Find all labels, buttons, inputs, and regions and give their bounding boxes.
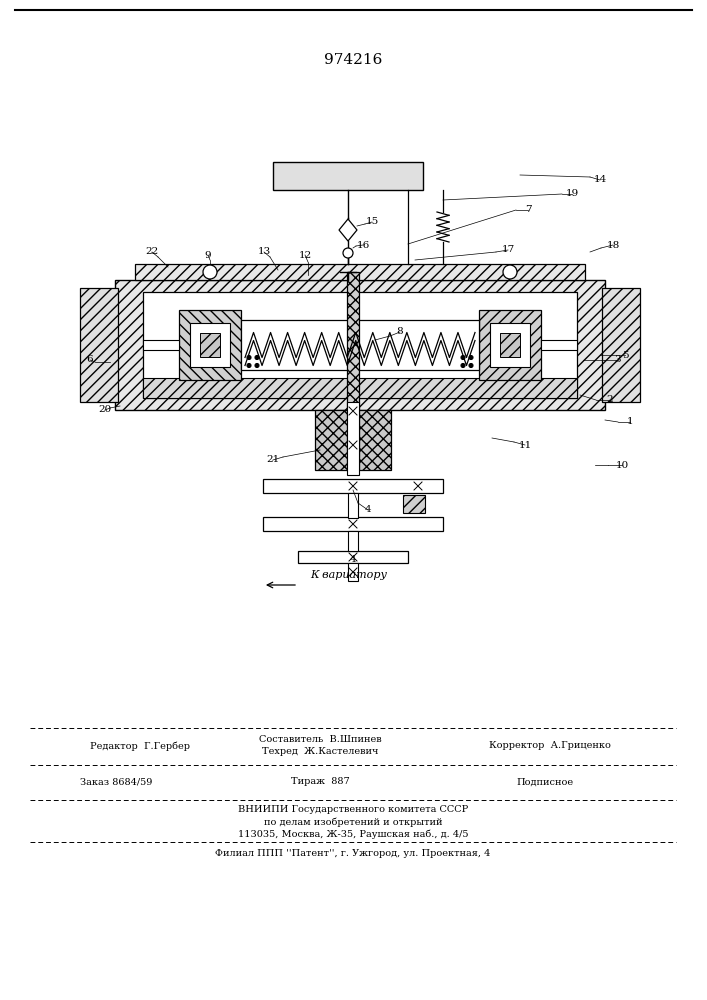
Circle shape xyxy=(469,356,473,360)
Bar xyxy=(135,264,585,280)
Text: 21: 21 xyxy=(267,456,280,464)
Text: 113035, Москва, Ж-35, Раушская наб., д. 4/5: 113035, Москва, Ж-35, Раушская наб., д. … xyxy=(238,829,468,839)
Bar xyxy=(359,410,391,470)
Bar xyxy=(298,551,408,563)
Text: 7: 7 xyxy=(525,206,532,215)
Circle shape xyxy=(247,363,251,367)
Bar xyxy=(200,333,220,357)
Bar xyxy=(179,310,241,380)
Text: 12: 12 xyxy=(298,250,312,259)
Bar xyxy=(115,280,605,410)
Bar xyxy=(190,323,230,367)
Text: 5: 5 xyxy=(621,351,629,360)
Bar xyxy=(263,479,443,493)
Text: 13: 13 xyxy=(257,247,271,256)
Text: 15: 15 xyxy=(366,218,379,227)
Text: Тираж  887: Тираж 887 xyxy=(291,778,349,786)
Text: 3: 3 xyxy=(614,356,621,364)
Text: 2: 2 xyxy=(607,395,613,404)
Bar xyxy=(347,272,359,418)
Bar xyxy=(348,563,358,581)
Text: 8: 8 xyxy=(397,328,403,336)
Text: 1: 1 xyxy=(626,418,633,426)
Bar xyxy=(403,495,425,513)
Bar xyxy=(143,378,577,398)
Text: Техред  Ж.Кастелевич: Техред Ж.Кастелевич xyxy=(262,748,378,756)
Circle shape xyxy=(461,356,465,360)
Text: 20: 20 xyxy=(98,406,112,414)
Text: 17: 17 xyxy=(501,245,515,254)
Circle shape xyxy=(255,356,259,360)
Text: Составитель  В.Шпинев: Составитель В.Шпинев xyxy=(259,734,381,744)
Text: 16: 16 xyxy=(356,240,370,249)
Circle shape xyxy=(469,363,473,367)
Text: 4: 4 xyxy=(365,506,371,514)
Circle shape xyxy=(255,363,259,367)
Bar xyxy=(500,333,520,357)
Bar xyxy=(315,410,347,470)
Text: 10: 10 xyxy=(615,460,629,470)
Circle shape xyxy=(461,363,465,367)
Text: 6: 6 xyxy=(87,356,93,364)
Bar xyxy=(490,323,530,367)
Bar xyxy=(602,288,640,402)
Text: Подписное: Подписное xyxy=(516,778,573,786)
Text: Заказ 8684/59: Заказ 8684/59 xyxy=(80,778,153,786)
Circle shape xyxy=(343,248,353,258)
Text: 22: 22 xyxy=(146,247,158,256)
Text: Редактор  Г.Гербер: Редактор Г.Гербер xyxy=(90,741,190,751)
Circle shape xyxy=(503,265,517,279)
Bar xyxy=(541,340,577,350)
Bar xyxy=(80,288,118,402)
Text: 11: 11 xyxy=(518,440,532,450)
Text: 4: 4 xyxy=(350,554,356,564)
Text: Корректор  А.Гриценко: Корректор А.Гриценко xyxy=(489,742,611,750)
Circle shape xyxy=(247,356,251,360)
Text: 18: 18 xyxy=(607,240,619,249)
Bar xyxy=(143,340,179,350)
Text: 9: 9 xyxy=(205,250,211,259)
Bar xyxy=(241,320,479,370)
Text: по делам изобретений и открытий: по делам изобретений и открытий xyxy=(264,817,443,827)
Bar xyxy=(143,292,577,398)
Bar xyxy=(273,162,423,190)
Text: 974216: 974216 xyxy=(324,53,382,67)
Bar xyxy=(347,402,359,475)
Bar xyxy=(348,531,358,551)
Text: 14: 14 xyxy=(593,176,607,184)
Bar xyxy=(479,310,541,380)
Text: Филиал ППП ''Патент'', г. Ужгород, ул. Проектная, 4: Филиал ППП ''Патент'', г. Ужгород, ул. П… xyxy=(216,850,491,858)
Text: 19: 19 xyxy=(566,190,578,198)
Text: К вариатору: К вариатору xyxy=(310,570,387,580)
Bar xyxy=(348,493,358,518)
Polygon shape xyxy=(339,219,357,241)
Bar xyxy=(263,517,443,531)
Text: ВНИИПИ Государственного комитета СССР: ВНИИПИ Государственного комитета СССР xyxy=(238,806,468,814)
Circle shape xyxy=(203,265,217,279)
